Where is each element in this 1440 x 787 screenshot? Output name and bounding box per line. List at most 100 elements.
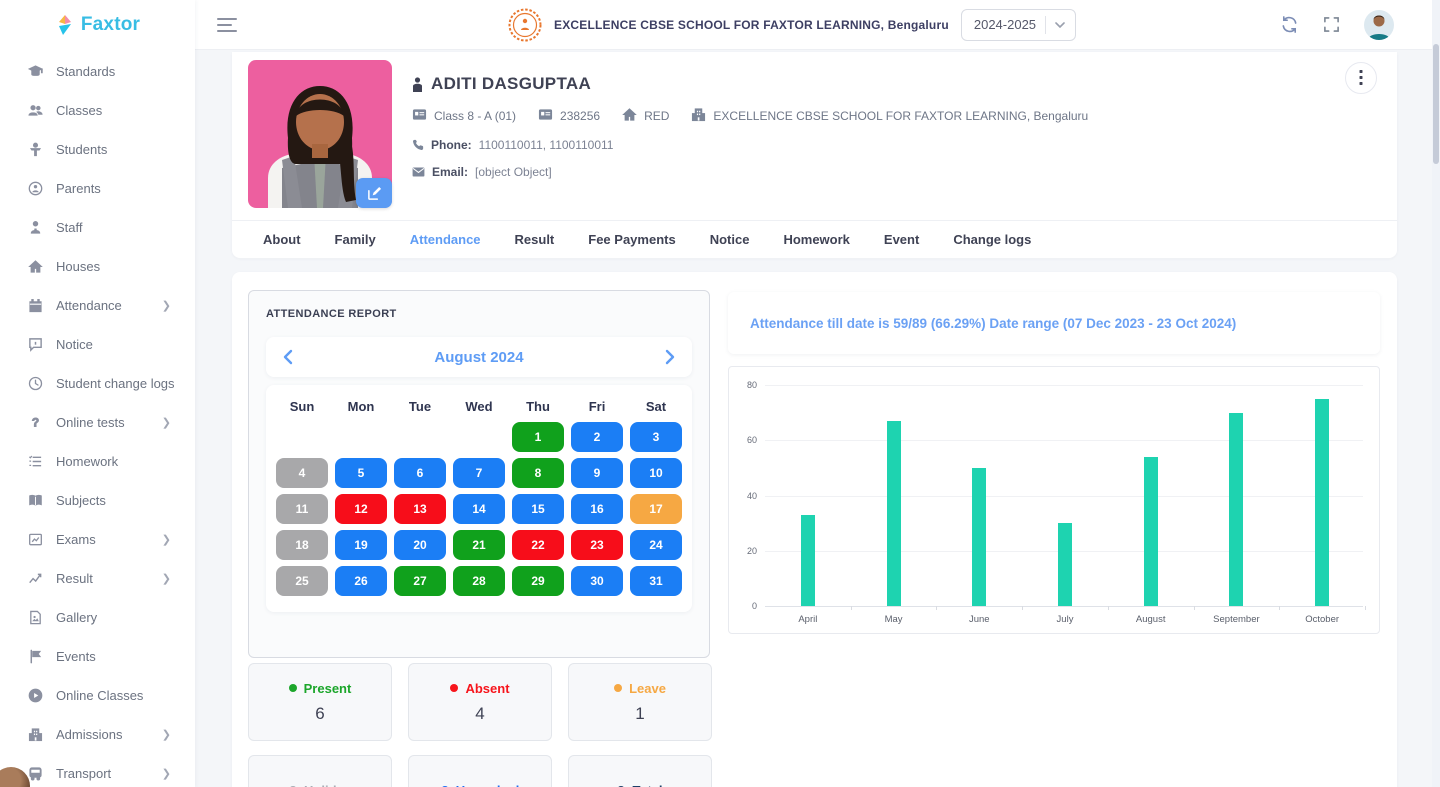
sidebar-item-label: Online Classes [56,688,144,703]
calendar-day-1[interactable]: 1 [512,422,564,452]
sidebar-item-label: Gallery [56,610,98,625]
profile-menu-button[interactable] [1345,62,1377,94]
tab-result[interactable]: Result [514,232,555,247]
calendar-day-22[interactable]: 22 [512,530,564,560]
home-icon [622,107,637,125]
users-icon [27,103,43,119]
home-icon [27,259,43,275]
calendar-day-10[interactable]: 10 [630,458,682,488]
student-detail-chip: EXCELLENCE CBSE SCHOOL FOR FAXTOR LEARNI… [691,107,1088,125]
user-avatar[interactable] [1364,9,1394,40]
calendar-day-19[interactable]: 19 [335,530,387,560]
calendar-day-2[interactable]: 2 [571,422,623,452]
calendar-day-18[interactable]: 18 [276,530,328,560]
sidebar-item-online-classes[interactable]: Online Classes [0,676,195,715]
sidebar-item-online-tests[interactable]: ? Online tests ❯ [0,403,195,442]
tab-about[interactable]: About [263,232,301,247]
calendar-day-29[interactable]: 29 [512,566,564,596]
email-row: Email: [object Object] [412,165,1327,179]
student-detail-chip: Class 8 - A (01) [412,107,516,125]
sidebar-item-standards[interactable]: Standards [0,52,195,91]
calendar-day-5[interactable]: 5 [335,458,387,488]
email-label: Email: [432,165,469,179]
calendar-day-30[interactable]: 30 [571,566,623,596]
calendar-day-3[interactable]: 3 [630,422,682,452]
graduation-cap-icon [27,64,43,80]
edit-photo-button[interactable] [356,178,392,208]
chart-xtick [850,606,852,610]
top-header: EXCELLENCE CBSE SCHOOL FOR FAXTOR LEARNI… [195,0,1440,50]
sidebar-item-parents[interactable]: Parents [0,169,195,208]
student-photo [248,60,392,208]
calendar-day-6[interactable]: 6 [394,458,446,488]
tab-fee-payments[interactable]: Fee Payments [588,232,676,247]
building-icon [691,107,706,125]
sidebar-item-staff[interactable]: Staff [0,208,195,247]
calendar-day-28[interactable]: 28 [453,566,505,596]
sidebar-item-attendance[interactable]: Attendance ❯ [0,286,195,325]
next-month-icon[interactable] [665,349,676,365]
calendar-day-12[interactable]: 12 [335,494,387,524]
student-detail-value: RED [644,109,670,123]
sidebar-item-events[interactable]: Events [0,637,195,676]
sidebar-item-exams[interactable]: Exams ❯ [0,520,195,559]
calendar-day-14[interactable]: 14 [453,494,505,524]
sidebar-item-label: Homework [56,454,119,469]
sidebar-item-classes[interactable]: Classes [0,91,195,130]
legend-label: Total [632,783,662,787]
calendar-day-13[interactable]: 13 [394,494,446,524]
weekday-label: Mon [347,399,375,414]
tab-change-logs[interactable]: Change logs [953,232,1032,247]
calendar-day-9[interactable]: 9 [571,458,623,488]
chart-xtick-label: October [1305,614,1340,625]
tab-notice[interactable]: Notice [709,232,750,247]
calendar-day-7[interactable]: 7 [453,458,505,488]
phone-value: 1100110011, 1100110011 [478,138,614,152]
calendar-day-31[interactable]: 31 [630,566,682,596]
calendar-day-20[interactable]: 20 [394,530,446,560]
sidebar-item-gallery[interactable]: Gallery [0,598,195,637]
legend-card-total: Total [568,755,712,787]
calendar-day-27[interactable]: 27 [394,566,446,596]
phone-row: Phone: 1100110011, 1100110011 [412,138,1327,152]
sidebar-item-result[interactable]: Result ❯ [0,559,195,598]
calendar-day-21[interactable]: 21 [453,530,505,560]
prev-month-icon[interactable] [282,349,293,365]
sidebar-item-admissions[interactable]: Admissions ❯ [0,715,195,754]
refresh-icon[interactable] [1280,15,1299,34]
calendar-day-16[interactable]: 16 [571,494,623,524]
calendar-day-4[interactable]: 4 [276,458,328,488]
calendar-day-26[interactable]: 26 [335,566,387,596]
tab-event[interactable]: Event [883,232,920,247]
sidebar-item-students[interactable]: Students [0,130,195,169]
calendar-day-23[interactable]: 23 [571,530,623,560]
tab-family[interactable]: Family [334,232,376,247]
chart-ytick-label: 20 [746,545,757,556]
legend-card-unmarked: Unmarked [408,755,552,787]
calendar-day-24[interactable]: 24 [630,530,682,560]
faxtor-logo-icon [58,15,71,35]
menu-icon[interactable] [217,14,237,36]
calendar-day-15[interactable]: 15 [512,494,564,524]
calendar-day-11[interactable]: 11 [276,494,328,524]
sidebar-item-houses[interactable]: Houses [0,247,195,286]
attendance-legend: Present 6 Absent 4 Leave 1 Holiday Unmarked Tota… [248,663,712,787]
sidebar-item-student-change-logs[interactable]: Student change logs [0,364,195,403]
sidebar-item-homework[interactable]: Homework [0,442,195,481]
academic-year-select[interactable]: 2024-2025 [960,8,1077,41]
sidebar-item-notice[interactable]: Notice [0,325,195,364]
page-scrollbar[interactable] [1432,0,1440,787]
tab-homework[interactable]: Homework [783,232,850,247]
fullscreen-icon[interactable] [1323,16,1340,33]
legend-card-holiday: Holiday [248,755,392,787]
scrollbar-thumb[interactable] [1433,44,1439,164]
sidebar-item-subjects[interactable]: Subjects [0,481,195,520]
attendance-summary-card: Attendance till date is 59/89 (66.29%) D… [728,292,1380,354]
tab-attendance[interactable]: Attendance [409,232,481,247]
sidebar-item-transport[interactable]: Transport ❯ [0,754,195,787]
calendar-day-25[interactable]: 25 [276,566,328,596]
brand-logo[interactable]: Faxtor [0,0,195,50]
calendar-day-17[interactable]: 17 [630,494,682,524]
legend-dot-icon [288,684,297,692]
calendar-day-8[interactable]: 8 [512,458,564,488]
